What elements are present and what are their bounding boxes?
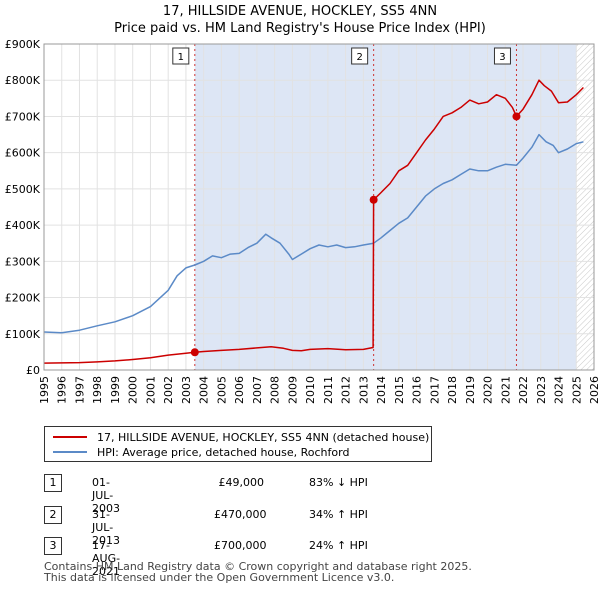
transaction-date: 01-JUL-2003 (92, 476, 120, 515)
x-tick-label: 2009 (286, 376, 299, 404)
forecast-hatch (576, 44, 594, 370)
ownership-shade (194, 44, 577, 370)
x-tick-label: 2020 (482, 376, 495, 404)
transaction-number: 3 (44, 537, 62, 555)
transaction-number: 1 (44, 474, 62, 492)
x-tick-label: 2015 (393, 376, 406, 404)
sale-label: 1 (178, 52, 184, 63)
x-tick-label: 2026 (588, 376, 600, 404)
x-tick-label: 1998 (91, 376, 104, 404)
price-series-line (43, 79, 584, 364)
sale-label-box (351, 47, 369, 65)
price-chart: 1 2 3 £0 £100K £200K £300K £400K £500K £600K £700K… (5, 38, 600, 404)
x-tick-label: 2006 (233, 376, 246, 404)
x-tick-label: 1999 (109, 376, 122, 404)
x-tick-label: 2024 (553, 376, 566, 404)
y-tick-label: £500K (5, 183, 41, 196)
x-tick-label: 2010 (304, 376, 317, 404)
y-tick-label: £100K (5, 328, 41, 341)
x-tick-label: 2003 (180, 376, 193, 404)
transaction-date: 17-AUG-2021 (92, 539, 121, 578)
sale-point (190, 348, 199, 357)
y-tick-label: £900K (5, 38, 41, 51)
x-tick-label: 1996 (56, 376, 69, 404)
transaction-hpi: 83% ↓ HPI (309, 476, 368, 489)
footer: Contains HM Land Registry data © Crown c… (44, 561, 472, 583)
transaction-hpi: 34% ↑ HPI (309, 508, 368, 521)
chart-title-line1: 17, HILLSIDE AVENUE, HOCKLEY, SS5 4NN (162, 4, 438, 19)
legend-label-price: 17, HILLSIDE AVENUE, HOCKLEY, SS5 4NN (d… (97, 430, 430, 444)
x-tick-label: 2014 (375, 376, 388, 404)
transaction-price: £49,000 (218, 476, 265, 489)
legend-item-hpi: HPI: Average price, detached house, Roch… (53, 445, 349, 459)
legend-swatch-price (53, 436, 87, 438)
sale-point (369, 195, 378, 204)
sale-label: 3 (499, 52, 505, 63)
transaction-price: £700,000 (214, 539, 267, 552)
transaction-hpi: 24% ↑ HPI (309, 539, 368, 552)
x-tick-label: 2001 (144, 376, 157, 404)
hpi-series-line (43, 133, 584, 334)
y-tick-label: £200K (5, 292, 41, 305)
x-tick-label: 2000 (127, 376, 140, 404)
x-tick-label: 2021 (499, 376, 512, 404)
plot-border (43, 43, 595, 371)
sale-label: 2 (356, 52, 362, 63)
x-tick-label: 2013 (357, 376, 370, 404)
x-tick-label: 1995 (38, 376, 51, 404)
x-tick-label: 2011 (322, 376, 335, 404)
x-tick-label: 2022 (517, 376, 530, 404)
x-tick-label: 2012 (340, 376, 353, 404)
x-tick-label: 2004 (198, 376, 211, 404)
footer-line2: This data is licensed under the Open Gov… (44, 571, 395, 584)
x-tick-label: 2023 (535, 376, 548, 404)
sale-label-box (172, 47, 190, 65)
x-tick-label: 1997 (73, 376, 86, 404)
transaction-price: £470,000 (214, 508, 267, 521)
chart-title-line2: Price paid vs. HM Land Registry's House … (114, 21, 486, 36)
legend-swatch-hpi (53, 451, 87, 453)
y-tick-label: £400K (5, 219, 41, 232)
y-tick-label: £0 (26, 364, 40, 377)
x-tick-label: 2025 (570, 376, 583, 404)
footer-line1: Contains HM Land Registry data © Crown c… (44, 560, 472, 573)
sale-label-box (493, 47, 511, 65)
sale-point (512, 112, 521, 121)
transaction-number: 2 (44, 506, 62, 524)
transaction-date: 31-JUL-2013 (92, 508, 120, 547)
x-tick-label: 2019 (464, 376, 477, 404)
y-tick-label: £300K (5, 255, 41, 268)
x-tick-label: 2016 (411, 376, 424, 404)
x-tick-label: 2002 (162, 376, 175, 404)
x-tick-label: 2017 (428, 376, 441, 404)
y-tick-label: £700K (5, 110, 41, 123)
legend: 17, HILLSIDE AVENUE, HOCKLEY, SS5 4NN (d… (44, 426, 432, 462)
y-tick-label: £800K (5, 74, 41, 87)
x-tick-label: 2005 (215, 376, 228, 404)
y-tick-label: £600K (5, 147, 41, 160)
legend-item-price: 17, HILLSIDE AVENUE, HOCKLEY, SS5 4NN (d… (53, 430, 429, 444)
legend-label-hpi: HPI: Average price, detached house, Roch… (97, 445, 350, 459)
x-tick-label: 2008 (269, 376, 282, 404)
x-tick-label: 2018 (446, 376, 459, 404)
x-tick-label: 2007 (251, 376, 264, 404)
